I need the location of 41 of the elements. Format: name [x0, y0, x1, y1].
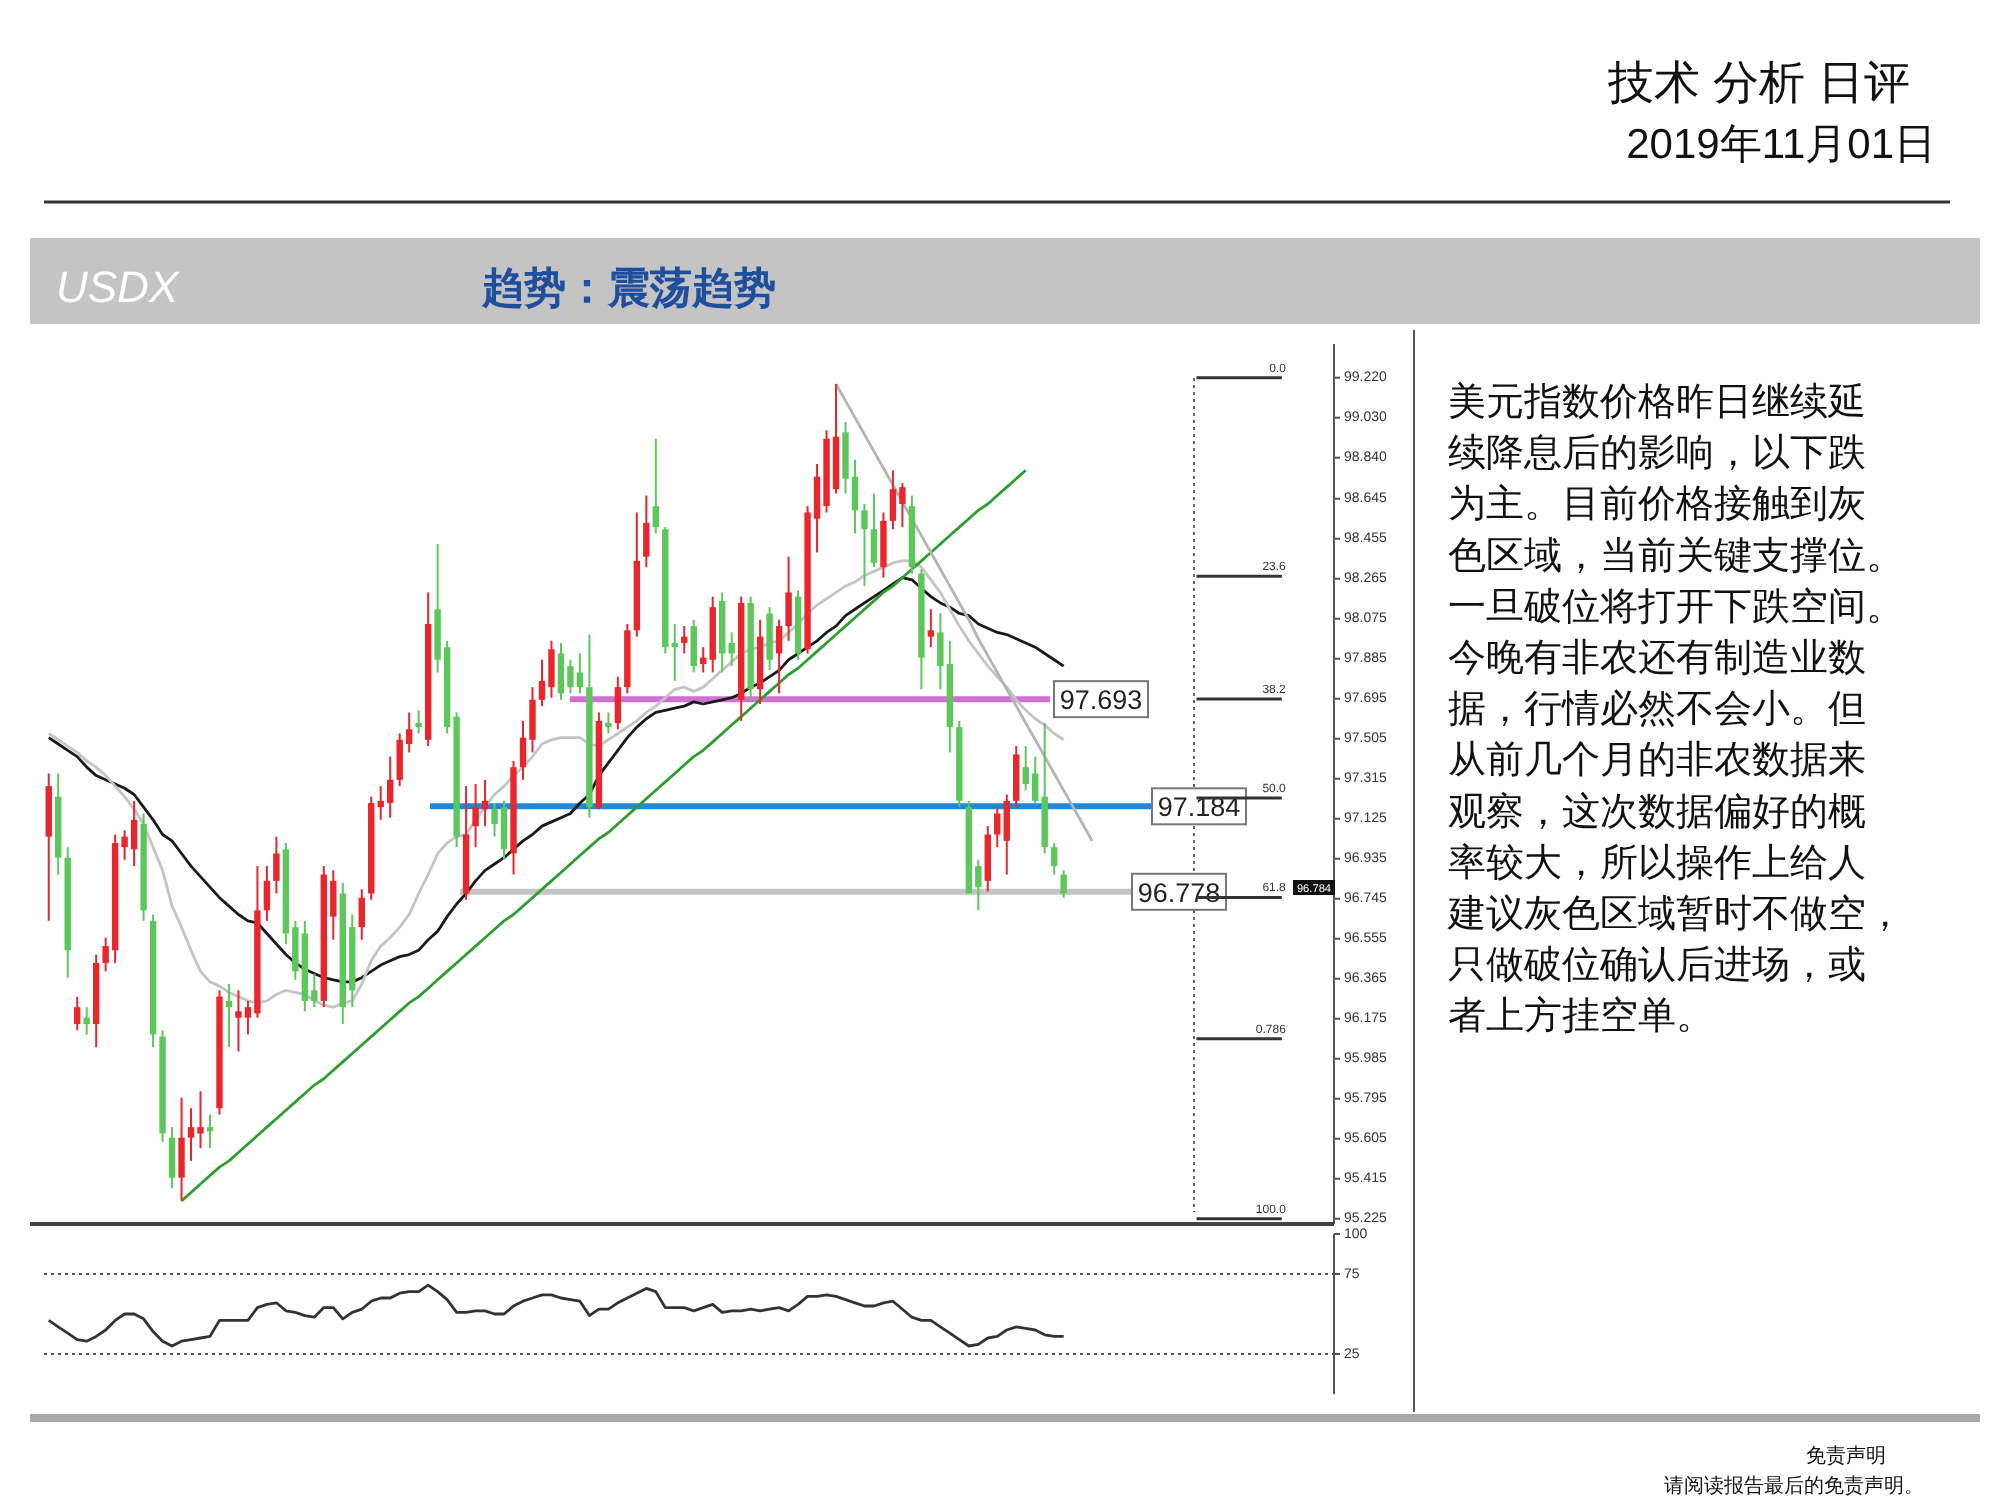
candlestick [994, 806, 1001, 849]
chart-title: USDX [56, 262, 181, 312]
candlestick [927, 608, 935, 649]
candlestick [775, 618, 783, 695]
candlestick [880, 511, 887, 579]
candlestick [766, 606, 773, 672]
candlestick [614, 675, 622, 731]
text: 美元指数价格昨日继续延续降息后的影响，以下跌为主。目前价格接触到灰色区域，当前关键支撑位。一旦破位将打开下跌空间。今晚有非农还有制造业数据，行情必然不会小。但从前几个月的非农数据来观察，这次数据偏好的概率较大，所以操作上给人建议灰色区域暂时不做空，只做破位确认后进场，或者上方挂空单。 [1448, 382, 1904, 1039]
ref-line-label: 97.693 [1059, 685, 1143, 716]
candlestick [690, 618, 697, 674]
candlestick [168, 1126, 176, 1190]
line-series [180, 468, 1028, 1203]
candlestick [1050, 841, 1058, 876]
candlestick [83, 1006, 90, 1036]
candlestick [415, 709, 422, 735]
candlestick [225, 983, 233, 1049]
candlestick [358, 888, 365, 941]
text: 2019年11月01日 [1626, 122, 1936, 168]
candlestick [74, 995, 81, 1032]
chart-subtitle: 趋势：震荡趋势 [480, 266, 776, 312]
candlestick [1003, 793, 1010, 876]
candlestick [643, 494, 650, 569]
text: 请阅读报告最后的免责声明。 [1664, 1474, 1924, 1498]
text: 技术 分析 日评 [1606, 56, 1910, 108]
candlestick [263, 865, 271, 922]
candlestick [785, 555, 792, 642]
candlestick [273, 835, 280, 895]
candlestick [652, 437, 659, 535]
candlestick [681, 625, 688, 655]
candlestick [1013, 745, 1020, 809]
candlestick [984, 825, 991, 893]
text: 免责声明 [1806, 1444, 1886, 1468]
ref-line-label: 96.778 [1137, 877, 1221, 908]
candlestick [1060, 869, 1067, 899]
candlestick [178, 1096, 185, 1202]
ref-line-label: 97.184 [1157, 792, 1242, 823]
candlestick [700, 646, 707, 674]
candlestick [870, 492, 878, 569]
candlestick [605, 711, 612, 735]
candlestick [861, 503, 868, 588]
line-series [47, 1283, 1066, 1348]
